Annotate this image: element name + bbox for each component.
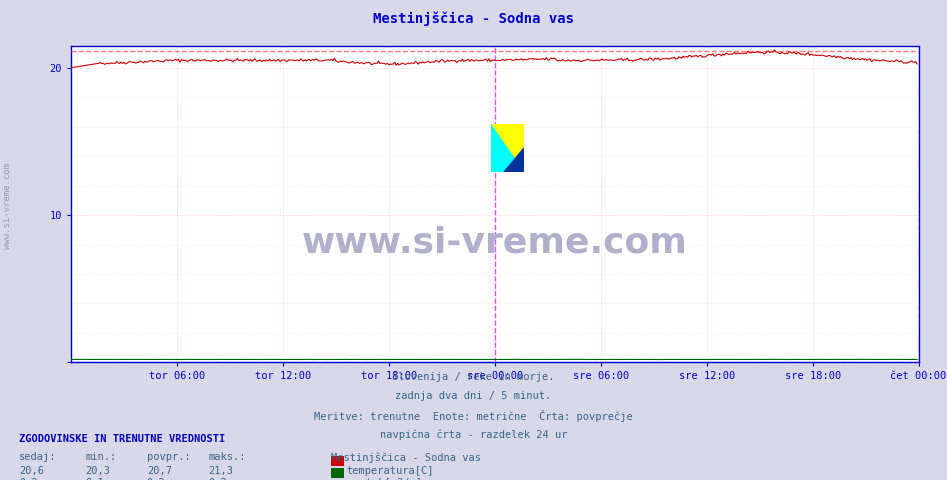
Text: min.:: min.: [85, 452, 116, 462]
Text: 0,2: 0,2 [147, 478, 166, 480]
Text: 0,1: 0,1 [85, 478, 104, 480]
Text: povpr.:: povpr.: [147, 452, 190, 462]
Text: 0,2: 0,2 [208, 478, 227, 480]
Text: Mestinjščica - Sodna vas: Mestinjščica - Sodna vas [373, 12, 574, 26]
Text: Slovenija / reke in morje.: Slovenija / reke in morje. [392, 372, 555, 382]
Text: Mestinjščica - Sodna vas: Mestinjščica - Sodna vas [331, 452, 481, 463]
Text: 20,3: 20,3 [85, 466, 110, 476]
Text: 20,7: 20,7 [147, 466, 171, 476]
Text: zadnja dva dni / 5 minut.: zadnja dva dni / 5 minut. [396, 391, 551, 401]
Text: navpična črta - razdelek 24 ur: navpična črta - razdelek 24 ur [380, 430, 567, 440]
Text: sedaj:: sedaj: [19, 452, 57, 462]
Text: pretok[m3/s]: pretok[m3/s] [347, 478, 421, 480]
Text: Meritve: trenutne  Enote: metrične  Črta: povprečje: Meritve: trenutne Enote: metrične Črta: … [314, 410, 633, 422]
Text: 21,3: 21,3 [208, 466, 233, 476]
Text: 20,6: 20,6 [19, 466, 44, 476]
Text: maks.:: maks.: [208, 452, 246, 462]
Polygon shape [504, 148, 524, 172]
Text: www.si-vreme.com: www.si-vreme.com [3, 163, 12, 250]
Text: www.si-vreme.com: www.si-vreme.com [302, 225, 688, 259]
Text: 0,2: 0,2 [19, 478, 38, 480]
Text: temperatura[C]: temperatura[C] [347, 466, 434, 476]
Text: ZGODOVINSKE IN TRENUTNE VREDNOSTI: ZGODOVINSKE IN TRENUTNE VREDNOSTI [19, 434, 225, 444]
Polygon shape [491, 124, 524, 172]
